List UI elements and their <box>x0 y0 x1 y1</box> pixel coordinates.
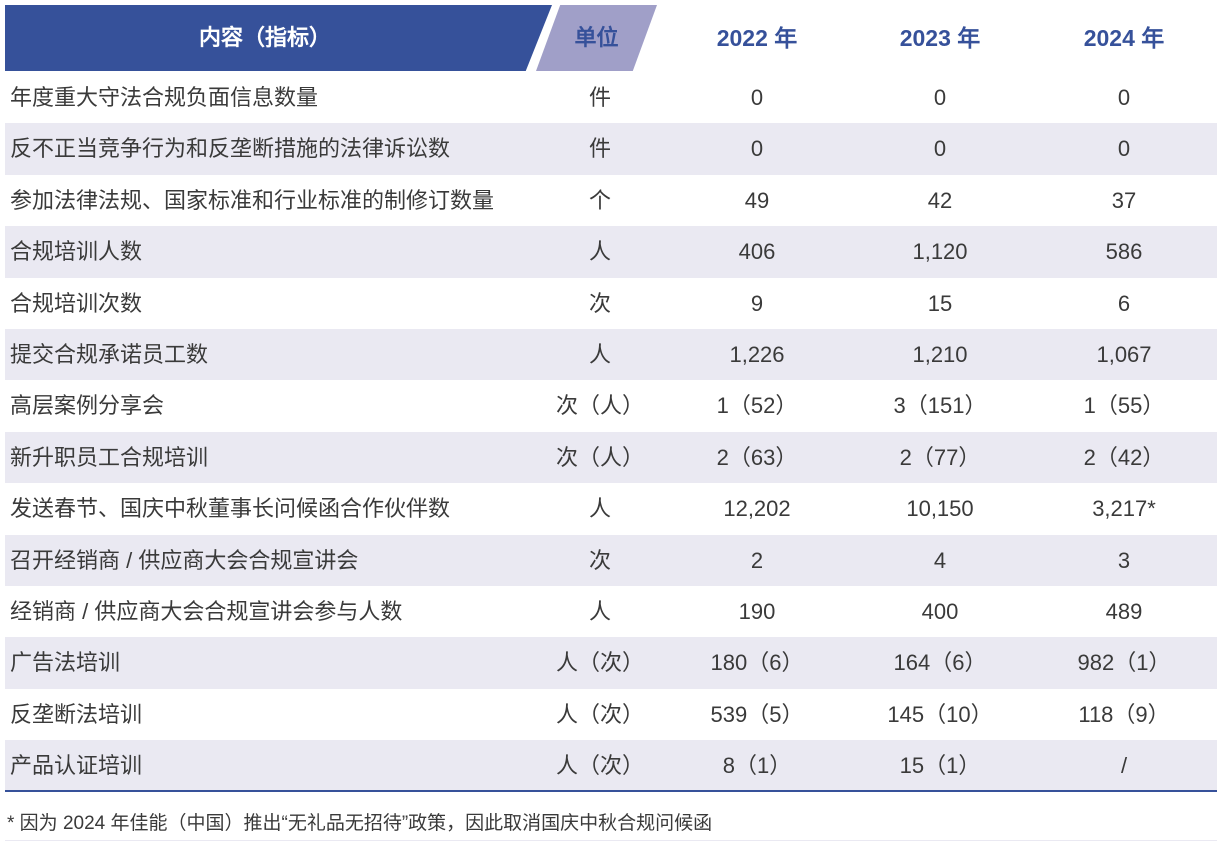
row-value-2024: 3,217* <box>1092 496 1156 522</box>
row-value-2024: 2（42） <box>1083 444 1165 470</box>
row-indicator: 合规培训人数 <box>10 239 143 265</box>
table-row: 合规培训次数 次 9 15 6 <box>5 278 1217 329</box>
table-row: 参加法律法规、国家标准和行业标准的制修订数量 个 49 42 37 <box>5 175 1217 226</box>
row-unit: 人 <box>588 496 611 522</box>
row-value-2022: 406 <box>738 239 776 265</box>
table-row: 产品认证培训 人（次） 8（1） 15（1） / <box>5 740 1217 792</box>
row-unit: 个 <box>588 187 611 213</box>
table-row: 召开经销商 / 供应商大会合规宣讲会 次 2 4 3 <box>5 534 1217 586</box>
table-row: 新升职员工合规培训 次（人） 2（63） 2（77） 2（42） <box>5 431 1217 484</box>
row-indicator: 高层案例分享会 <box>10 393 165 419</box>
row-value-2023: 0 <box>933 136 947 162</box>
row-value-2022: 190 <box>738 598 776 624</box>
row-indicator: 新升职员工合规培训 <box>10 444 209 470</box>
row-value-2023: 15（1） <box>899 753 981 779</box>
row-indicator: 反垄断法培训 <box>10 701 143 727</box>
row-value-2023: 4 <box>933 547 947 573</box>
footnote-divider <box>5 840 1217 841</box>
row-unit: 次（人） <box>555 393 644 419</box>
row-value-2022: 180（6） <box>710 650 804 676</box>
row-unit: 人（次） <box>555 650 644 676</box>
row-value-2022: 1（52） <box>716 393 798 419</box>
row-value-2024: 6 <box>1117 290 1131 316</box>
row-value-2022: 2 <box>750 547 764 573</box>
table-row: 反垄断法培训 人（次） 539（5） 145（10） 118（9） <box>5 689 1217 740</box>
row-indicator: 年度重大守法合规负面信息数量 <box>10 85 319 110</box>
header-year-2023: 2023 年 <box>899 25 981 51</box>
row-value-2022: 49 <box>744 187 770 213</box>
row-unit: 人 <box>588 341 611 367</box>
row-value-2022: 8（1） <box>722 753 792 779</box>
row-value-2022: 0 <box>750 136 764 162</box>
row-indicator: 经销商 / 供应商大会合规宣讲会参与人数 <box>10 598 403 624</box>
table-row: 发送春节、国庆中秋董事长问候函合作伙伴数 人 12,202 10,150 3,2… <box>5 483 1217 534</box>
row-unit: 件 <box>588 136 611 162</box>
table-bottom-rule <box>5 790 1217 792</box>
row-value-2024: 37 <box>1111 187 1137 213</box>
table-header: 内容（指标） 单位 2022 年 2023 年 2024 年 <box>0 0 1220 72</box>
row-value-2024: 118（9） <box>1078 701 1170 727</box>
row-value-2022: 539（5） <box>710 701 804 727</box>
header-year-2022: 2022 年 <box>716 25 798 51</box>
row-value-2023: 15 <box>927 290 953 316</box>
row-value-2024: / <box>1120 753 1128 779</box>
row-value-2023: 0 <box>933 85 947 110</box>
header-indicator-bg <box>5 5 552 71</box>
row-unit: 人（次） <box>555 701 644 727</box>
table-row: 提交合规承诺员工数 人 1,226 1,210 1,067 <box>5 328 1217 381</box>
table-body: 年度重大守法合规负面信息数量 件 0 0 0 反不正当竞争行为和反垄断措施的法律… <box>5 72 1217 792</box>
row-value-2024: 489 <box>1105 598 1143 624</box>
row-value-2023: 2（77） <box>899 444 981 470</box>
row-value-2023: 1,210 <box>912 341 968 367</box>
table-row: 合规培训人数 人 406 1,120 586 <box>5 226 1217 278</box>
row-value-2024: 0 <box>1117 85 1131 110</box>
header-unit-bg <box>536 5 657 71</box>
row-indicator: 召开经销商 / 供应商大会合规宣讲会 <box>10 547 359 573</box>
row-value-2022: 12,202 <box>723 496 791 522</box>
row-value-2023: 42 <box>927 187 953 213</box>
row-value-2023: 145（10） <box>887 701 993 727</box>
footnote: * 因为 2024 年佳能（中国）推出“无礼品无招待”政策，因此取消国庆中秋合规… <box>7 813 713 834</box>
header-unit: 单位 <box>574 25 619 50</box>
row-indicator: 合规培训次数 <box>10 290 143 316</box>
row-value-2022: 9 <box>750 290 764 316</box>
table-row: 经销商 / 供应商大会合规宣讲会参与人数 人 190 400 489 <box>5 586 1217 637</box>
header-indicator: 内容（指标） <box>198 25 331 50</box>
row-unit: 次 <box>588 547 611 573</box>
row-unit: 次（人） <box>555 444 644 470</box>
row-unit: 次 <box>588 290 611 316</box>
row-unit: 人 <box>588 239 611 265</box>
row-unit: 人 <box>588 598 611 624</box>
row-indicator: 反不正当竞争行为和反垄断措施的法律诉讼数 <box>10 136 451 162</box>
table-row: 反不正当竞争行为和反垄断措施的法律诉讼数 件 0 0 0 <box>5 123 1217 175</box>
row-indicator: 广告法培训 <box>10 650 121 676</box>
row-value-2023: 10,150 <box>906 496 974 522</box>
row-value-2023: 164（6） <box>893 650 987 676</box>
table-row: 高层案例分享会 次（人） 1（52） 3（151） 1（55） <box>5 380 1217 431</box>
table-row: 年度重大守法合规负面信息数量 件 0 0 0 <box>5 72 1217 123</box>
row-value-2024: 0 <box>1117 136 1131 162</box>
row-indicator: 参加法律法规、国家标准和行业标准的制修订数量 <box>10 187 495 213</box>
row-value-2024: 3 <box>1117 547 1131 573</box>
row-indicator: 提交合规承诺员工数 <box>10 341 209 367</box>
row-value-2023: 3（151） <box>893 393 987 419</box>
row-value-2022: 2（63） <box>716 444 798 470</box>
header-year-2024: 2024 年 <box>1083 25 1165 51</box>
row-indicator: 发送春节、国庆中秋董事长问候函合作伙伴数 <box>10 496 451 522</box>
row-value-2024: 1（55） <box>1083 393 1165 419</box>
row-unit: 件 <box>588 85 611 110</box>
row-value-2024: 982（1） <box>1077 650 1171 676</box>
row-value-2024: 1,067 <box>1096 341 1152 367</box>
row-unit: 人（次） <box>555 753 644 779</box>
table-row: 广告法培训 人（次） 180（6） 164（6） 982（1） <box>5 637 1217 689</box>
row-value-2023: 1,120 <box>912 239 968 265</box>
row-indicator: 产品认证培训 <box>10 753 143 779</box>
row-value-2022: 0 <box>750 85 764 110</box>
row-value-2022: 1,226 <box>729 341 785 367</box>
row-value-2023: 400 <box>921 598 959 624</box>
row-value-2024: 586 <box>1105 239 1143 265</box>
